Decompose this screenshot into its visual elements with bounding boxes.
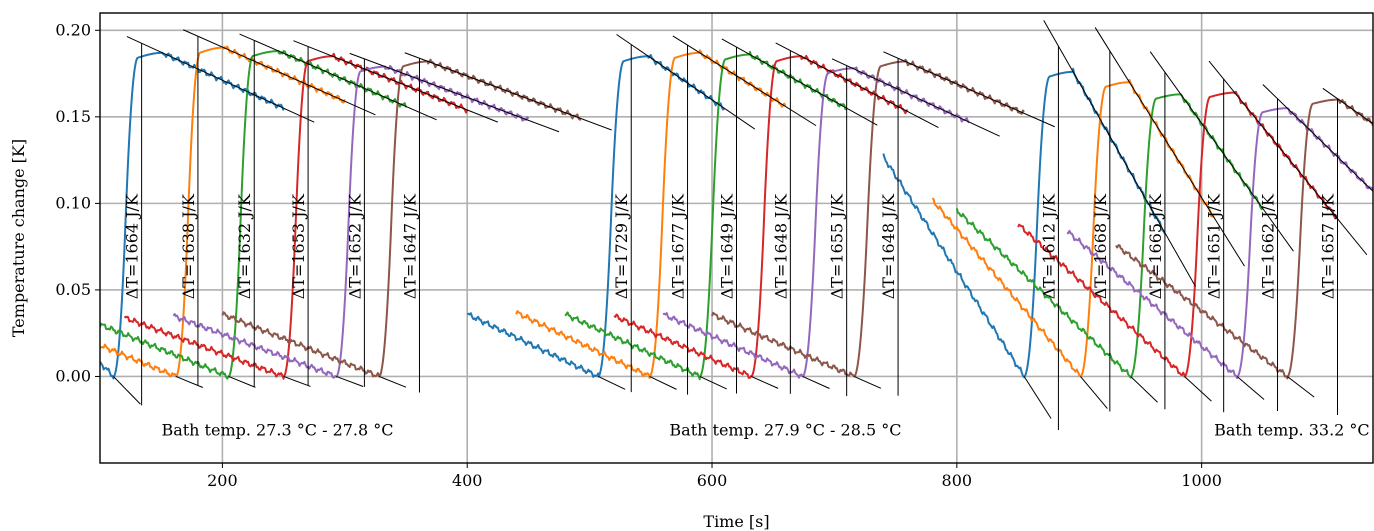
x-tick-label: 400: [452, 471, 483, 490]
pre-extrapolation-line: [113, 376, 141, 405]
x-tick-label: 1000: [1181, 471, 1222, 490]
pre-extrapolation-line: [1287, 376, 1315, 398]
series-1-line: [882, 67, 1166, 379]
series-3-line: [564, 50, 847, 381]
post-extrapolation-line: [1043, 20, 1196, 287]
pre-extrapolation-line: [649, 376, 677, 390]
delta-annotation: ΔT=1657 J/K: [1319, 193, 1338, 299]
delta-annotation: ΔT=1653 J/K: [289, 193, 308, 299]
post-extrapolation-line: [672, 35, 817, 127]
delta-annotation: ΔT=1655 J/K: [828, 193, 847, 299]
y-tick-label: 0.15: [55, 107, 91, 126]
axes-frame: [99, 12, 1374, 464]
post-extrapolation-line: [775, 42, 939, 129]
delta-annotation: ΔT=1668 J/K: [1091, 193, 1110, 299]
bath-temp-label: Bath temp. 27.3 °C - 27.8 °C: [161, 420, 393, 439]
series-5-line: [1066, 107, 1373, 379]
post-extrapolation-line: [1322, 87, 1373, 125]
delta-annotation: ΔT=1665 J/K: [1146, 193, 1165, 299]
delta-annotation: ΔT=1662 J/K: [1259, 193, 1278, 299]
annotations: ΔT=1664 J/K ΔT=1638 J/K ΔT=1632 J/K ΔT=1653…: [113, 20, 1373, 430]
post-extrapolation-line: [1149, 51, 1294, 252]
y-tick-label: 0.20: [55, 20, 91, 39]
series-5-line: [172, 64, 530, 379]
delta-annotation: ΔT=1677 J/K: [669, 193, 688, 299]
pre-extrapolation-line: [283, 375, 311, 387]
post-extrapolation-line: [126, 36, 315, 123]
x-ticks: 200 400 600 800 1000: [207, 463, 1222, 490]
bath-temp-label: Bath temp. 27.9 °C - 28.5 °C: [669, 420, 901, 439]
delta-annotation: ΔT=1648 J/K: [879, 193, 898, 299]
y-tick-label: 0.10: [55, 193, 91, 212]
series-4-line: [613, 54, 909, 379]
series-4-line: [123, 52, 469, 380]
series-1-line: [466, 54, 725, 378]
x-tick-label: 200: [207, 471, 238, 490]
x-tick-label: 800: [942, 471, 973, 490]
series-6-line: [1115, 98, 1373, 380]
y-tick-label: 0.05: [55, 280, 91, 299]
y-ticks: 0.00 0.05 0.10 0.15 0.20: [55, 20, 100, 385]
pre-extrapolation-line: [175, 375, 204, 388]
pre-extrapolation-line: [336, 375, 364, 387]
delta-annotation: ΔT=1612 J/K: [1039, 193, 1058, 299]
delta-annotation: ΔT=1638 J/K: [179, 193, 198, 299]
delta-annotation: ΔT=1632 J/K: [235, 193, 254, 299]
y-tick-label: 0.00: [55, 366, 91, 385]
pre-extrapolation-line: [1130, 376, 1158, 403]
bath-temp-label: Bath temp. 33.2 °C - 33.5 °C: [1214, 420, 1374, 439]
x-axis-label: Time [s]: [703, 512, 769, 531]
series-6-line: [221, 58, 582, 378]
pre-extrapolation-line: [228, 375, 256, 388]
delta-annotation: ΔT=1664 J/K: [123, 193, 142, 299]
series-2-line: [100, 45, 346, 378]
post-extrapolation-line: [293, 40, 498, 123]
pre-extrapolation-line: [750, 376, 779, 389]
delta-annotation: ΔT=1651 J/K: [1205, 193, 1224, 299]
series-5-line: [662, 66, 970, 379]
pre-extrapolation-line: [1236, 376, 1265, 400]
post-extrapolation-line: [831, 58, 1000, 137]
post-extrapolation-line: [721, 38, 878, 126]
pre-extrapolation-line: [1080, 376, 1108, 409]
post-extrapolation-line: [1208, 60, 1368, 256]
delta-annotation: ΔT=1649 J/K: [718, 193, 737, 299]
post-extrapolation-line: [183, 29, 376, 116]
delta-annotation: ΔT=1729 J/K: [612, 193, 631, 299]
pre-extrapolation-line: [597, 376, 626, 390]
pre-extrapolation-line: [853, 376, 882, 389]
post-extrapolation-line: [1094, 27, 1245, 267]
post-extrapolation-line: [1262, 84, 1373, 192]
post-extrapolation-line: [883, 51, 1055, 128]
series-4-line: [1017, 90, 1337, 378]
post-extrapolation-line: [616, 34, 756, 130]
x-tick-label: 600: [697, 471, 728, 490]
y-axis-label: Temperature change [K]: [9, 139, 28, 337]
pre-extrapolation-line: [1023, 376, 1052, 419]
delta-annotation: ΔT=1647 J/K: [401, 193, 420, 299]
pre-extrapolation-line: [802, 376, 830, 389]
pre-extrapolation-line: [378, 375, 407, 388]
pre-extrapolation-line: [699, 376, 727, 390]
post-extrapolation-line: [404, 52, 612, 131]
delta-annotation: ΔT=1652 J/K: [345, 193, 364, 299]
post-extrapolation-line: [349, 52, 560, 133]
delta-annotation: ΔT=1648 J/K: [771, 193, 790, 299]
pre-extrapolation-line: [1184, 376, 1212, 402]
group-labels: Bath temp. 27.3 °C - 27.8 °C Bath temp. 2…: [161, 420, 1374, 439]
series-6-line: [711, 58, 1025, 378]
post-extrapolation-line: [239, 33, 437, 121]
